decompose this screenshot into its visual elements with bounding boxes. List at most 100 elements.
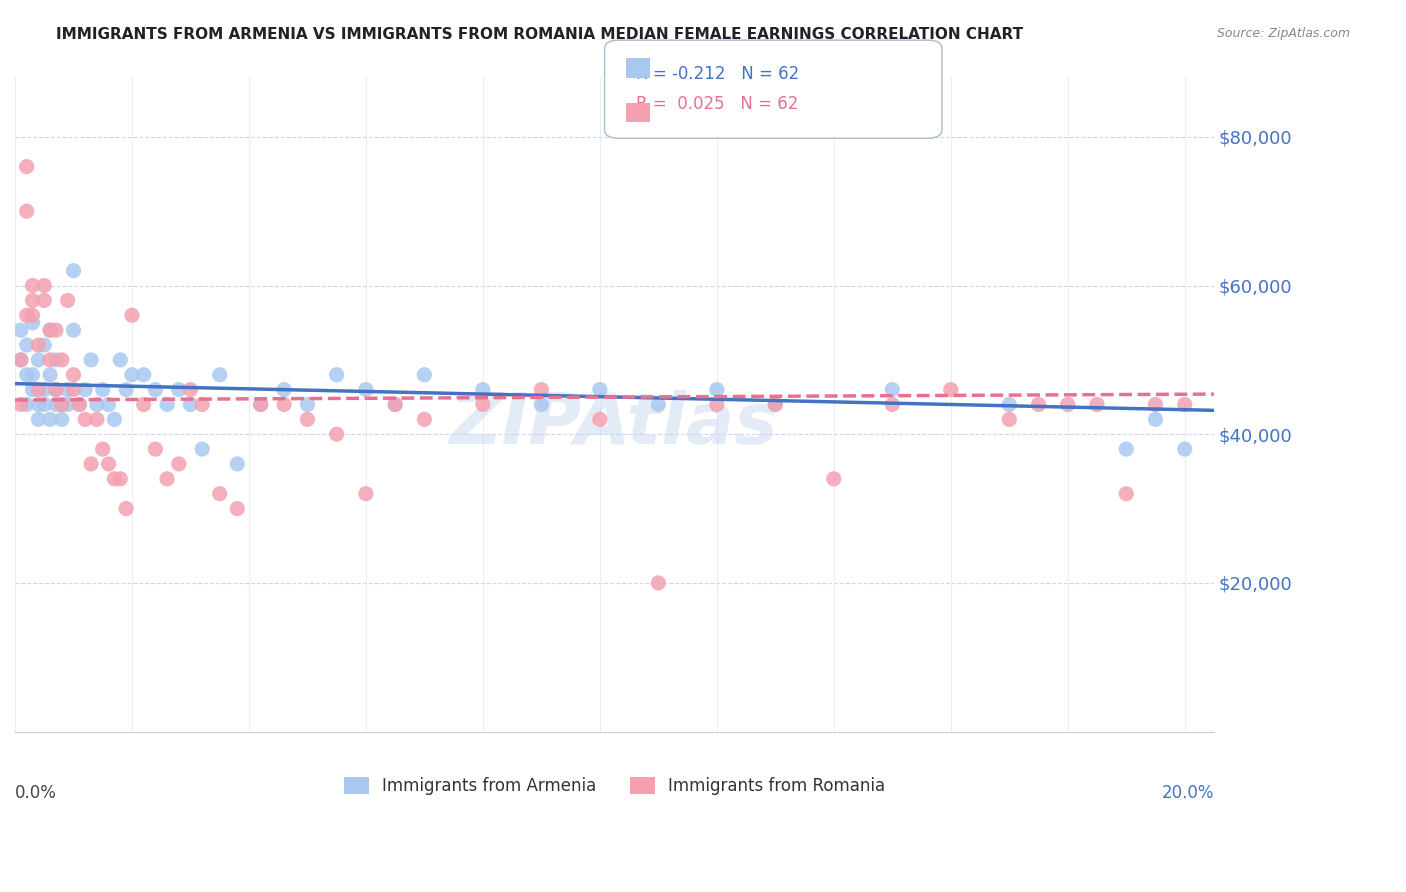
Point: [998, 412, 1021, 426]
Point: [15, 368, 38, 382]
Point: [1144, 397, 1167, 411]
Point: [91, 442, 114, 456]
Point: [589, 383, 612, 397]
Point: [10, 397, 32, 411]
Point: [763, 397, 786, 411]
Point: [21, 278, 44, 293]
Point: [297, 412, 319, 426]
Point: [10, 352, 32, 367]
Point: [80, 457, 103, 471]
Point: [21, 316, 44, 330]
Text: R = -0.212   N = 62: R = -0.212 N = 62: [636, 65, 799, 83]
Point: [226, 457, 249, 471]
Point: [39, 323, 62, 337]
Point: [132, 368, 155, 382]
Point: [110, 472, 132, 486]
Point: [51, 352, 73, 367]
Point: [67, 397, 90, 411]
Point: [1115, 442, 1137, 456]
Text: R =  0.025   N = 62: R = 0.025 N = 62: [636, 95, 797, 113]
Point: [145, 383, 167, 397]
Point: [589, 412, 612, 426]
Point: [15, 397, 38, 411]
Point: [21, 293, 44, 308]
Point: [167, 457, 190, 471]
Point: [471, 397, 494, 411]
Point: [67, 397, 90, 411]
Point: [354, 486, 377, 500]
Point: [103, 472, 125, 486]
Point: [62, 263, 84, 277]
Point: [191, 442, 214, 456]
Point: [97, 457, 120, 471]
Legend: Immigrants from Armenia, Immigrants from Romania: Immigrants from Armenia, Immigrants from…: [337, 770, 891, 802]
Point: [156, 472, 179, 486]
Point: [1115, 486, 1137, 500]
Point: [39, 323, 62, 337]
Point: [121, 308, 143, 322]
Point: [763, 397, 786, 411]
Point: [179, 397, 201, 411]
Point: [75, 412, 97, 426]
Point: [103, 412, 125, 426]
Point: [10, 323, 32, 337]
Point: [208, 368, 231, 382]
Point: [15, 308, 38, 322]
Point: [384, 397, 406, 411]
Point: [121, 368, 143, 382]
Text: IMMIGRANTS FROM ARMENIA VS IMMIGRANTS FROM ROMANIA MEDIAN FEMALE EARNINGS CORREL: IMMIGRANTS FROM ARMENIA VS IMMIGRANTS FR…: [56, 27, 1024, 42]
Point: [51, 397, 73, 411]
Point: [86, 412, 108, 426]
Point: [384, 397, 406, 411]
Point: [15, 338, 38, 352]
Point: [97, 397, 120, 411]
Point: [45, 383, 67, 397]
Point: [21, 368, 44, 382]
Point: [39, 368, 62, 382]
Point: [39, 412, 62, 426]
Point: [823, 472, 845, 486]
Point: [62, 323, 84, 337]
Point: [62, 368, 84, 382]
Point: [297, 397, 319, 411]
Point: [530, 397, 553, 411]
Point: [15, 160, 38, 174]
Point: [273, 383, 295, 397]
Text: Source: ZipAtlas.com: Source: ZipAtlas.com: [1216, 27, 1350, 40]
Point: [75, 383, 97, 397]
Point: [32, 278, 55, 293]
Point: [413, 368, 436, 382]
Point: [706, 397, 728, 411]
Point: [27, 412, 49, 426]
Point: [191, 397, 214, 411]
Point: [27, 397, 49, 411]
Point: [45, 397, 67, 411]
Point: [115, 501, 138, 516]
Point: [325, 427, 347, 442]
Point: [56, 293, 79, 308]
Point: [325, 368, 347, 382]
Point: [249, 397, 271, 411]
Point: [91, 383, 114, 397]
Point: [27, 352, 49, 367]
Point: [413, 412, 436, 426]
Point: [354, 383, 377, 397]
Point: [273, 397, 295, 411]
Point: [249, 397, 271, 411]
Point: [45, 383, 67, 397]
Point: [471, 383, 494, 397]
Point: [45, 352, 67, 367]
Point: [27, 338, 49, 352]
Point: [32, 293, 55, 308]
Point: [80, 352, 103, 367]
Point: [998, 397, 1021, 411]
Point: [145, 442, 167, 456]
Point: [21, 383, 44, 397]
Point: [882, 383, 904, 397]
Point: [45, 323, 67, 337]
Point: [51, 412, 73, 426]
Point: [706, 383, 728, 397]
Point: [1085, 397, 1108, 411]
Point: [1174, 442, 1197, 456]
Point: [882, 397, 904, 411]
